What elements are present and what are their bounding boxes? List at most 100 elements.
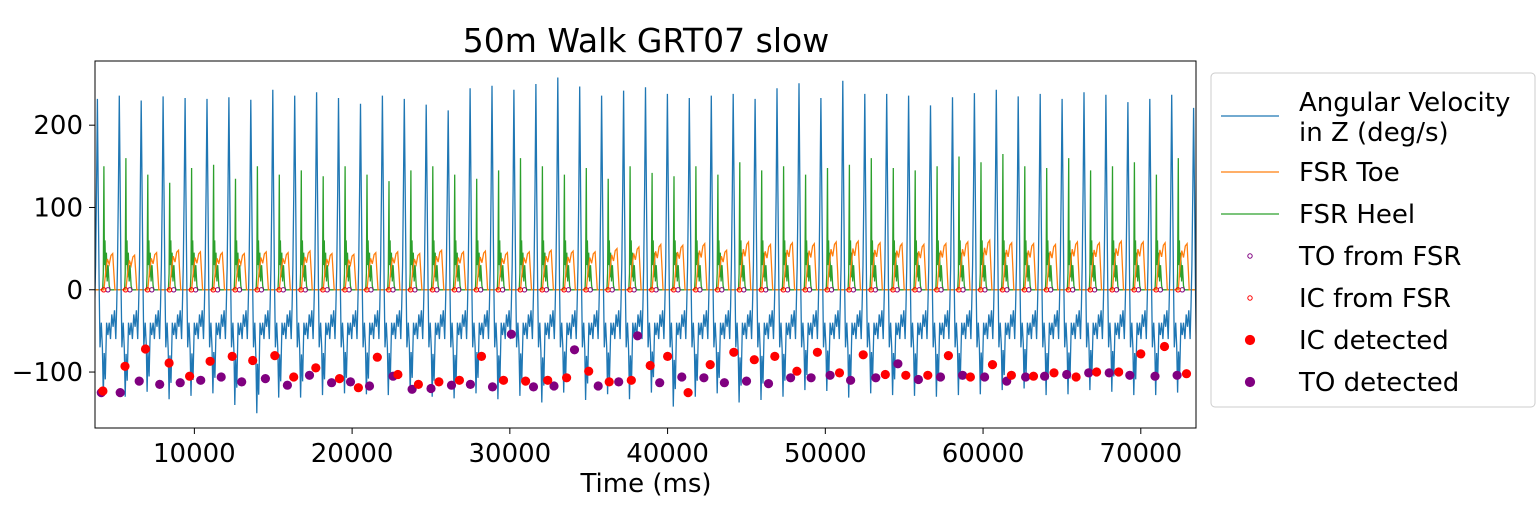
- marker-ic-detected: [584, 366, 594, 376]
- marker-ic-detected: [901, 370, 911, 380]
- marker-ic-from-fsr: [649, 287, 655, 293]
- series-line-angular-velocity: [95, 77, 1196, 414]
- marker-to-detected: [569, 345, 580, 355]
- chart-title: 50m Walk GRT07 slow: [463, 21, 829, 60]
- marker-to-detected: [935, 372, 946, 382]
- marker-to-detected: [1104, 368, 1114, 378]
- marker-to-detected: [446, 380, 457, 390]
- marker-ic-from-fsr: [890, 287, 896, 293]
- marker-to-detected: [175, 378, 185, 388]
- marker-ic-detected: [120, 361, 130, 371]
- marker-to-detected: [633, 331, 643, 341]
- marker-ic-detected: [705, 360, 715, 370]
- legend-angular-velocity-in-z-deg-s-label: Angular Velocity: [1299, 88, 1510, 118]
- marker-ic-from-fsr: [627, 287, 633, 293]
- x-axis-label: Time (ms): [579, 469, 711, 499]
- marker-ic-from-fsr: [693, 287, 699, 293]
- marker-ic-from-fsr: [1153, 287, 1159, 293]
- marker-ic-detected: [434, 377, 444, 387]
- marker-ic-detected: [1114, 367, 1124, 377]
- y-tick-label: −100: [12, 358, 83, 388]
- marker-ic-detected: [923, 370, 933, 380]
- marker-ic-from-fsr: [561, 287, 567, 293]
- marker-to-detected: [655, 378, 665, 388]
- marker-ic-from-fsr: [407, 287, 414, 293]
- marker-ic-detected: [454, 375, 464, 385]
- marker-ic-from-fsr: [956, 287, 962, 293]
- marker-to-detected: [487, 382, 498, 392]
- marker-ic-detected: [834, 368, 845, 378]
- marker-ic-from-fsr: [364, 287, 370, 293]
- marker-ic-detected: [140, 344, 151, 354]
- marker-ic-from-fsr: [451, 287, 458, 293]
- marker-to-detected: [216, 372, 226, 382]
- marker-to-detected: [958, 370, 968, 380]
- legend-items: Angular Velocity in Z (deg/s) FSR Toe FSR …: [1221, 88, 1510, 398]
- legend-to-detected-swatch: [1244, 376, 1256, 388]
- legend-ic-detected-label: IC detected: [1299, 326, 1449, 356]
- marker-to-detected: [237, 377, 247, 387]
- marker-to-detected: [1084, 368, 1094, 378]
- x-tick-label: 50000: [784, 439, 867, 469]
- marker-ic-detected: [270, 351, 280, 361]
- marker-ic-detected: [334, 374, 345, 384]
- marker-ic-from-fsr: [495, 287, 501, 293]
- marker-ic-detected: [1006, 370, 1017, 380]
- marker-ic-from-fsr: [298, 287, 304, 293]
- marker-ic-from-fsr: [846, 287, 852, 293]
- marker-ic-detected: [604, 377, 614, 387]
- marker-ic-from-fsr: [868, 287, 874, 293]
- marker-to-detected: [1062, 369, 1072, 380]
- marker-to-detected: [196, 375, 206, 385]
- marker-ic-detected: [311, 363, 321, 373]
- marker-ic-from-fsr: [166, 287, 173, 293]
- marker-ic-from-fsr: [320, 287, 326, 293]
- marker-to-detected: [825, 370, 835, 380]
- marker-ic-detected: [770, 351, 780, 361]
- marker-to-detected: [407, 384, 417, 394]
- plot-area: [94, 60, 1197, 429]
- marker-ic-detected: [683, 388, 693, 398]
- marker-ic-detected: [562, 373, 572, 383]
- marker-ic-from-fsr: [978, 287, 984, 293]
- marker-to-detected: [846, 375, 856, 385]
- marker-ic-detected: [205, 356, 215, 366]
- marker-to-detected: [1021, 372, 1031, 382]
- marker-ic-detected: [792, 366, 802, 376]
- marker-ic-from-fsr: [912, 287, 918, 293]
- marker-to-detected: [871, 373, 881, 383]
- marker-ic-from-fsr: [1131, 287, 1137, 293]
- marker-ic-detected: [1028, 371, 1039, 381]
- marker-ic-from-fsr: [386, 287, 392, 293]
- marker-ic-from-fsr: [736, 287, 743, 293]
- marker-to-detected: [426, 383, 436, 394]
- marker-ic-detected: [227, 351, 237, 361]
- marker-to-detected: [155, 379, 165, 389]
- marker-ic-detected: [858, 350, 868, 360]
- legend-fsr-heel-label: FSR Heel: [1299, 200, 1415, 230]
- marker-to-detected: [304, 370, 315, 380]
- y-tick-label: 100: [33, 193, 83, 223]
- marker-ic-detected: [185, 371, 195, 381]
- marker-to-detected: [549, 381, 559, 391]
- x-tick-label: 30000: [468, 439, 551, 469]
- marker-to-detected: [741, 376, 752, 386]
- legend-fsr-toe-label: FSR Toe: [1299, 158, 1400, 188]
- legend: Angular Velocity in Z (deg/s) FSR Toe FSR …: [1210, 72, 1536, 408]
- marker-ic-detected: [1181, 369, 1192, 379]
- marker-ic-from-fsr: [671, 287, 677, 293]
- marker-ic-detected: [353, 383, 363, 393]
- marker-to-detected: [115, 388, 125, 398]
- marker-ic-detected: [729, 347, 739, 357]
- marker-ic-detected: [413, 379, 423, 389]
- x-tick-label: 10000: [153, 439, 236, 469]
- y-tick-label: 200: [33, 111, 83, 141]
- marker-ic-from-fsr: [1175, 287, 1181, 293]
- marker-ic-from-fsr: [144, 287, 151, 293]
- x-tick-label: 60000: [942, 439, 1025, 469]
- marker-ic-detected: [812, 347, 823, 357]
- marker-ic-from-fsr: [122, 287, 129, 293]
- marker-ic-from-fsr: [1021, 287, 1028, 293]
